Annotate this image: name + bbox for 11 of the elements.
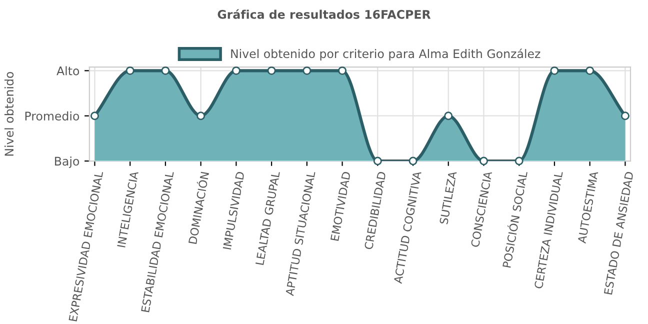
x-tick-label: SUTILEZA [439,170,457,224]
category-label: Promedio [25,111,80,121]
x-tick-label: LEALTAD GRUPAL [255,170,280,266]
x-tick-label: ACTITUD COGNITIVA [394,170,422,284]
legend-label: Nivel obtenido por criterio para Alma Edith González [231,48,540,60]
chart-title: Gráfica de resultados 16FACPER [218,9,431,19]
category-label: Bajo [55,156,80,168]
category-label: Alto [56,66,80,76]
x-tick-label: ESTADO DE ANSIEDAD [604,171,634,295]
x-tick-label: POSICIÓN SOCIAL [500,170,528,268]
y-axis-title: Nivel obtenido [4,72,14,156]
